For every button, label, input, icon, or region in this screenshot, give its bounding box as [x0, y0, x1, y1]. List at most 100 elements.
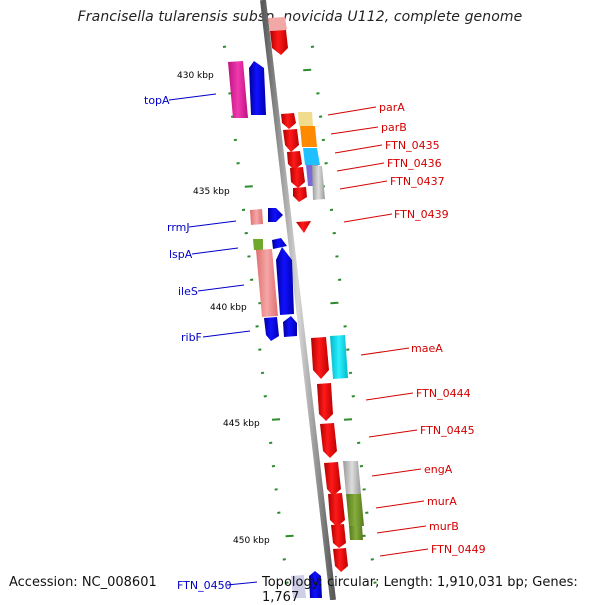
reverse-strand-genes [228, 61, 297, 341]
gene-iles-cds[interactable] [276, 247, 294, 315]
gene-ftn0437-feature[interactable] [312, 165, 325, 200]
scale-tick [316, 92, 320, 95]
gene-parb-feature[interactable] [300, 126, 317, 147]
gene-ftn0449-cds[interactable] [333, 548, 348, 572]
gene-ftn0439-cds[interactable] [296, 221, 311, 233]
scale-tick [332, 231, 336, 235]
scale-tick [236, 162, 240, 165]
gene-label-ftn0439[interactable]: FTN_0439 [394, 208, 449, 221]
scale-tick [250, 278, 254, 281]
gene-ftn0432-feature[interactable] [268, 17, 287, 31]
gene-maea-feature[interactable] [330, 335, 348, 379]
gene-ftn0432-cds[interactable] [270, 30, 288, 55]
gene-label-topa[interactable]: topA [144, 94, 170, 107]
right-label-connector [360, 347, 410, 356]
gene-label-mura[interactable]: murA [427, 495, 457, 508]
scale-tick [324, 162, 328, 165]
scale-tick [277, 511, 281, 514]
scale-tick [255, 325, 259, 328]
gene-label-maea[interactable]: maeA [411, 342, 443, 355]
scale-tick [247, 255, 251, 258]
right-label-connector [327, 106, 377, 116]
gene-ribf-cds-2[interactable] [283, 316, 297, 337]
scale-tick [271, 418, 281, 421]
left-label-connector [191, 247, 239, 255]
gene-ftn0445-cds[interactable] [320, 423, 337, 458]
right-label-connector [336, 162, 385, 172]
gene-label-lspa[interactable]: lspA [169, 248, 193, 261]
gene-maea-cds[interactable] [311, 337, 329, 379]
scale-tick [274, 488, 278, 491]
gene-ftn0437-cds[interactable] [293, 187, 307, 202]
scale-tick [338, 278, 342, 281]
left-label-connector [202, 330, 251, 338]
scale-label: 450 kbp [233, 536, 270, 546]
gene-ftn0435-cds[interactable] [287, 151, 302, 170]
gene-label-iles[interactable]: ileS [178, 285, 198, 298]
gene-parb-cds[interactable] [283, 129, 299, 152]
right-label-connector [375, 500, 425, 509]
scale-tick [359, 464, 364, 468]
scale-tick [310, 45, 315, 48]
gene-iles-feature[interactable] [256, 249, 278, 317]
gene-ftn0436-cds[interactable] [290, 167, 305, 188]
gene-ftn0450-cds[interactable] [309, 571, 322, 598]
gene-murb-feature[interactable] [349, 526, 363, 540]
scale-tick [244, 185, 253, 188]
scale-tick [321, 138, 326, 142]
right-label-connector [376, 525, 427, 534]
gene-label-ftn0435[interactable]: FTN_0435 [385, 139, 440, 152]
gene-label-rrmj[interactable]: rrmJ [167, 221, 190, 234]
gene-ftn0444-cds[interactable] [317, 383, 333, 421]
gene-ftn0435-feature[interactable] [303, 148, 320, 165]
scale-tick [269, 441, 273, 445]
scale-tick [335, 255, 339, 258]
scale-label: 440 kbp [210, 303, 247, 313]
gene-label-ftn0436[interactable]: FTN_0436 [387, 157, 442, 170]
scale-label: 435 kbp [193, 187, 230, 197]
gene-rrmj-cds[interactable] [268, 208, 283, 222]
gene-ftn0450-feature[interactable] [291, 575, 306, 598]
gene-label-ftn0437[interactable]: FTN_0437 [390, 175, 445, 188]
right-label-connector [334, 144, 383, 154]
gene-topa-cds[interactable] [249, 61, 266, 115]
right-label-connector [330, 126, 379, 135]
gene-lspa-feature[interactable] [253, 239, 263, 250]
gene-label-enga[interactable]: engA [424, 463, 453, 476]
gene-label-ftn0450[interactable]: FTN_0450 [177, 579, 232, 592]
right-label-connector [371, 468, 422, 477]
topology-text: Topology: circular; Length: 1,910,031 bp… [262, 575, 578, 605]
gene-lspa-cds[interactable] [272, 238, 287, 249]
gene-label-ftn0449[interactable]: FTN_0449 [431, 543, 486, 556]
scale-tick [346, 348, 350, 351]
gene-label-para[interactable]: parA [379, 101, 405, 114]
gene-murb-cds[interactable] [331, 524, 346, 548]
right-label-connector [365, 392, 414, 401]
gene-ribf-cds-1[interactable] [264, 317, 279, 341]
gene-label-ftn0445[interactable]: FTN_0445 [420, 424, 475, 437]
gene-label-murb[interactable]: murB [429, 520, 459, 533]
right-label-connector [379, 548, 429, 557]
gene-rrmj-feature[interactable] [250, 209, 263, 225]
gene-label-ribf[interactable]: ribF [181, 331, 202, 344]
gene-para-feature[interactable] [298, 112, 313, 126]
scale-tick [343, 325, 347, 328]
gene-mura-cds[interactable] [328, 493, 345, 527]
scale-tick [233, 138, 238, 142]
genome-backbone [260, 0, 336, 600]
gene-enga-feature[interactable] [343, 461, 361, 494]
gene-label-ftn0444[interactable]: FTN_0444 [416, 387, 471, 400]
scale-tick [241, 208, 246, 212]
gene-label-parb[interactable]: parB [381, 121, 407, 134]
scale-tick [244, 231, 248, 235]
label-connectors [168, 93, 429, 586]
scale-tick [373, 581, 377, 584]
gene-mura-feature[interactable] [346, 494, 364, 526]
left-label-connector [197, 284, 245, 292]
right-label-connector [368, 429, 418, 438]
gene-enga-cds[interactable] [324, 462, 341, 496]
gene-topa-feature[interactable] [228, 61, 248, 118]
gene-para-cds[interactable] [281, 113, 296, 129]
scale-tick [303, 68, 312, 72]
